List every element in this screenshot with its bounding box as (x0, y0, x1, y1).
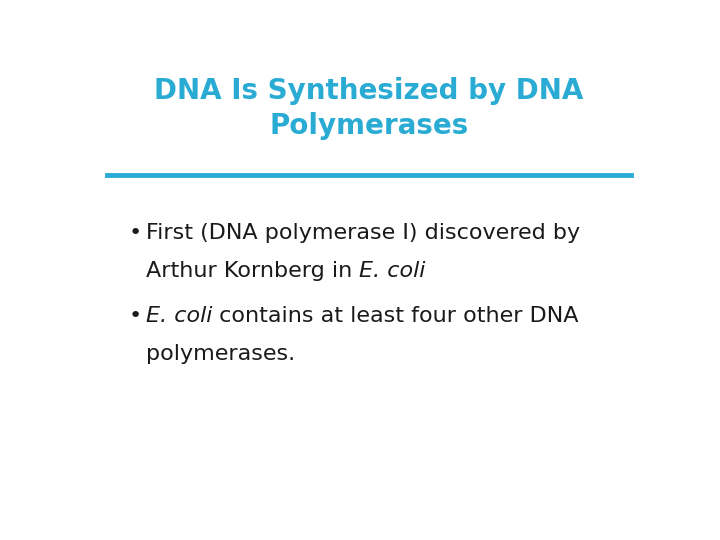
Text: E. coli: E. coli (145, 306, 212, 326)
Text: •: • (129, 306, 143, 326)
Text: polymerases.: polymerases. (145, 344, 295, 364)
Text: •: • (129, 223, 143, 243)
Text: DNA Is Synthesized by DNA
Polymerases: DNA Is Synthesized by DNA Polymerases (154, 77, 584, 140)
Text: E. coli: E. coli (359, 261, 426, 281)
Text: contains at least four other DNA: contains at least four other DNA (212, 306, 579, 326)
Text: Arthur Kornberg in: Arthur Kornberg in (145, 261, 359, 281)
Text: First (DNA polymerase I) discovered by: First (DNA polymerase I) discovered by (145, 223, 580, 243)
